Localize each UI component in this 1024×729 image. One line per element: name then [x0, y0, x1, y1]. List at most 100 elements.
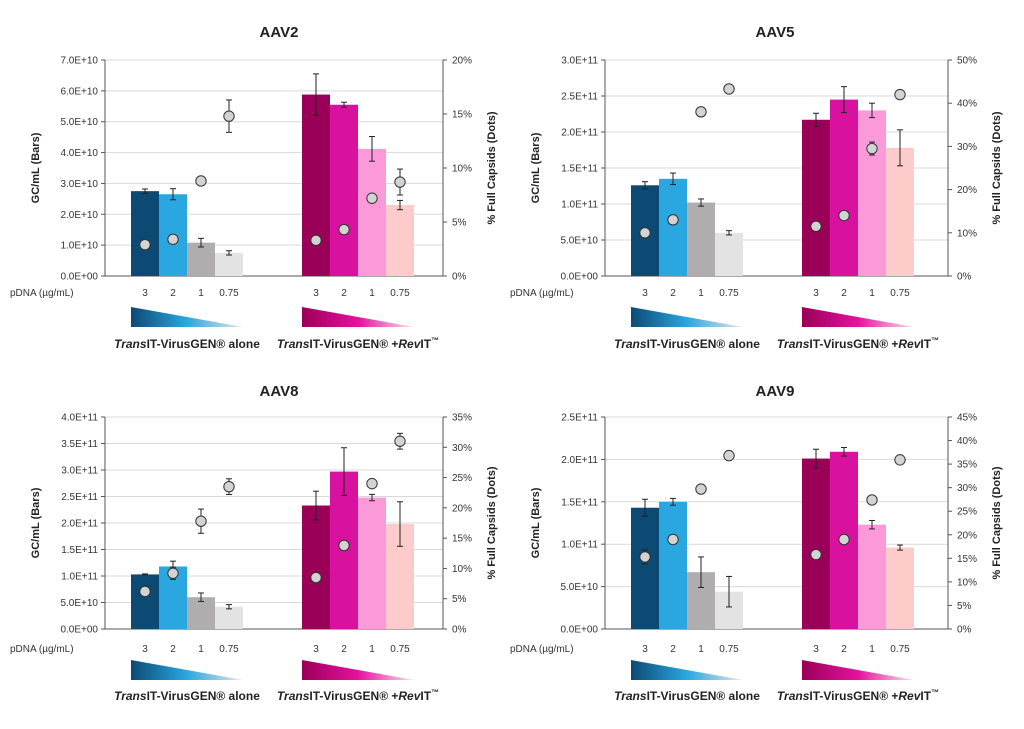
bar [687, 202, 715, 276]
group-label-revit: TransIT-VirusGEN® +RevIT™ [777, 688, 939, 703]
category-label: 3 [313, 644, 319, 655]
category-label: 0.75 [719, 288, 739, 299]
dot-point [667, 533, 679, 546]
category-label: 0.75 [219, 288, 239, 299]
category-label: 2 [170, 288, 176, 299]
bar [187, 597, 215, 629]
y-tick-label: 1.0E+11 [61, 572, 98, 583]
category-label: 1 [869, 644, 875, 655]
y-tick-label: 3.0E+11 [561, 56, 598, 67]
y-tick-label: 1.5E+11 [61, 545, 98, 556]
y2-tick-label: 5% [452, 594, 467, 605]
y2-tick-label: 5% [957, 601, 972, 612]
dot-point [394, 176, 406, 188]
y-tick-label: 2.0E+11 [61, 519, 98, 530]
y2-tick-label: 0% [452, 625, 467, 636]
dot-point [894, 454, 906, 466]
y-tick-label: 1.5E+11 [561, 164, 598, 175]
chart-title: AAV2 [260, 24, 299, 41]
y2-tick-label: 10% [957, 577, 977, 588]
category-label: 3 [313, 288, 319, 299]
bar [659, 501, 687, 629]
dot-point [838, 533, 850, 546]
bar [215, 252, 243, 276]
dot-point [139, 238, 151, 251]
y2-tick-label: 5% [452, 218, 467, 229]
bar [386, 205, 414, 276]
category-label: 3 [142, 644, 148, 655]
category-label: 2 [341, 644, 347, 655]
chart-aav5: AAV5 0.0E+00 5.0E+10 1.0E+11 1.5E+11 2.0E+11 2… [510, 24, 1003, 351]
dot-point [894, 88, 906, 101]
category-label: 0.75 [219, 644, 239, 655]
category-label: 1 [369, 288, 375, 299]
bar [802, 119, 830, 276]
category-label: 2 [670, 288, 676, 299]
y2-tick-label: 50% [957, 56, 977, 67]
category-label: 3 [813, 644, 819, 655]
y-tick-label: 2.5E+11 [61, 492, 98, 503]
bar [886, 547, 914, 629]
y-tick-label: 2.5E+11 [561, 92, 598, 103]
dot-point [195, 175, 207, 187]
y-axis-title: GC/mL (Bars) [30, 132, 42, 203]
chart-title: AAV8 [260, 383, 299, 400]
gradient-wedge-revit [802, 307, 914, 327]
group-label-revit: TransIT-VirusGEN® +RevIT™ [277, 688, 439, 703]
category-label: 3 [642, 644, 648, 655]
y2-tick-label: 25% [452, 473, 472, 484]
y-axis-title: GC/mL (Bars) [530, 132, 542, 203]
y-tick-label: 1.0E+11 [561, 200, 598, 211]
dot-point [838, 209, 850, 222]
y2-axis-title: % Full Capsids (Dots) [486, 466, 498, 579]
gradient-wedge-revit [302, 307, 414, 327]
x-axis-title: pDNA (µg/mL) [510, 288, 574, 299]
dot-point [810, 548, 822, 561]
group-label-alone: TransIT-VirusGEN® alone [114, 337, 260, 351]
bar [858, 110, 886, 277]
dot-point [338, 223, 350, 236]
y2-tick-label: 20% [452, 56, 472, 67]
y-tick-label: 6.0E+10 [60, 86, 98, 97]
y2-tick-label: 35% [452, 413, 472, 424]
y-tick-label: 5.0E+10 [60, 117, 98, 128]
chart-aav2: AAV2 0.0E+00 1.0E+10 2.0E+10 3.0E+10 4.0E+10 5… [10, 24, 498, 351]
y2-tick-label: 15% [452, 110, 472, 121]
bar [131, 191, 159, 276]
category-label: 0.75 [890, 288, 910, 299]
y2-tick-label: 10% [452, 164, 472, 175]
y-tick-label: 5.0E+10 [560, 236, 598, 247]
dot-point [195, 515, 207, 527]
y-tick-label: 1.0E+10 [60, 241, 98, 252]
y2-axis-title: % Full Capsids (Dots) [991, 466, 1003, 579]
y-tick-label: 0.0E+00 [60, 272, 98, 283]
y2-tick-label: 15% [452, 534, 472, 545]
category-label: 2 [841, 644, 847, 655]
gradient-wedge-alone [131, 307, 243, 327]
category-label: 1 [198, 644, 204, 655]
bar [302, 94, 330, 276]
y-tick-label: 7.0E+10 [60, 56, 98, 67]
x-axis-title: pDNA (µg/mL) [510, 644, 574, 655]
dot-point [366, 477, 378, 490]
dot-point [866, 142, 878, 155]
category-label: 0.75 [390, 288, 410, 299]
y2-tick-label: 40% [957, 99, 977, 110]
dot-point [310, 571, 322, 584]
dot-point [338, 539, 350, 552]
dot-point [723, 449, 735, 462]
category-label: 1 [698, 644, 704, 655]
y2-axis-title: % Full Capsids (Dots) [991, 111, 1003, 224]
y2-tick-label: 15% [957, 554, 977, 565]
gradient-wedge-revit [802, 660, 914, 680]
dot-point [695, 483, 707, 495]
bar [215, 606, 243, 629]
bar [802, 458, 830, 629]
category-label: 2 [341, 288, 347, 299]
y-tick-label: 2.5E+11 [561, 413, 598, 424]
dot-point [394, 435, 406, 447]
group-label-alone: TransIT-VirusGEN® alone [114, 689, 260, 703]
category-label: 2 [170, 644, 176, 655]
category-label: 2 [670, 644, 676, 655]
y-tick-label: 0.0E+00 [560, 625, 598, 636]
